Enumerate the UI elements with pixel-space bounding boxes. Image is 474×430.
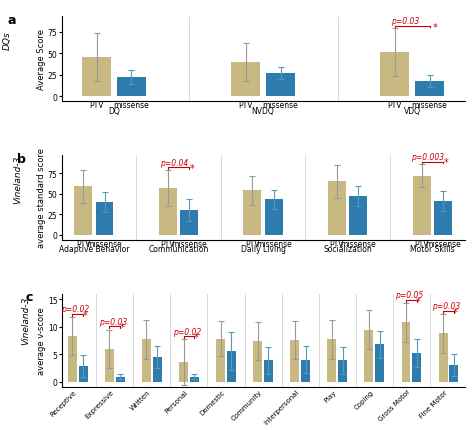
Text: p=0.02: p=0.02	[62, 304, 90, 313]
Text: PTV: PTV	[245, 240, 260, 249]
Bar	[253, 341, 262, 382]
Bar	[82, 58, 111, 97]
Text: Play: Play	[323, 388, 337, 403]
Bar	[117, 78, 146, 97]
Text: VDQ: VDQ	[404, 106, 420, 115]
Bar	[328, 340, 337, 382]
Bar	[159, 188, 177, 235]
Text: Adaptive Behavior: Adaptive Behavior	[59, 245, 129, 254]
Bar	[179, 362, 188, 382]
Bar	[68, 336, 77, 382]
Bar	[328, 182, 346, 235]
Bar	[415, 81, 444, 97]
Text: Expressive: Expressive	[84, 388, 115, 419]
Bar	[266, 74, 295, 97]
Text: Personal: Personal	[164, 388, 189, 414]
Text: DQ: DQ	[108, 106, 120, 115]
Bar	[413, 176, 430, 235]
Text: missense: missense	[171, 240, 207, 249]
Bar	[227, 351, 236, 382]
Text: Communication: Communication	[148, 245, 209, 254]
Text: p=0.02: p=0.02	[173, 327, 201, 336]
Bar	[244, 191, 261, 235]
Bar	[349, 197, 367, 235]
Bar	[216, 339, 225, 382]
Text: Socialization: Socialization	[323, 245, 372, 254]
Text: *: *	[453, 307, 458, 317]
Text: Domestic: Domestic	[199, 388, 226, 416]
Bar	[264, 360, 273, 382]
Bar	[116, 377, 125, 382]
Text: Written: Written	[129, 388, 152, 411]
Text: Vineland-3: Vineland-3	[21, 296, 30, 344]
Text: PTV: PTV	[330, 240, 344, 249]
Text: missense: missense	[256, 240, 292, 249]
Text: p=0.03: p=0.03	[432, 302, 460, 310]
Bar	[79, 366, 88, 382]
Bar	[338, 360, 347, 382]
Text: missense: missense	[412, 101, 447, 110]
Y-axis label: Average Score: Average Score	[37, 29, 46, 90]
Bar	[401, 322, 410, 382]
Bar	[380, 53, 409, 97]
Text: Vineland-3: Vineland-3	[13, 155, 22, 203]
Bar	[265, 200, 283, 235]
Text: p=0.003: p=0.003	[411, 153, 445, 162]
Text: Interpersonal: Interpersonal	[263, 388, 300, 425]
Text: Gross Motor: Gross Motor	[377, 388, 411, 422]
Text: PTV: PTV	[76, 240, 91, 249]
Bar	[153, 357, 162, 382]
Text: PTV: PTV	[238, 101, 253, 110]
Bar	[375, 344, 384, 382]
Text: PTV: PTV	[161, 240, 175, 249]
Text: Community: Community	[230, 388, 263, 421]
Bar	[301, 360, 310, 382]
Bar	[290, 340, 299, 382]
Bar	[105, 349, 114, 382]
Bar	[190, 377, 199, 382]
Text: p=0.03: p=0.03	[99, 317, 127, 326]
Text: p=0.04: p=0.04	[160, 159, 188, 168]
Bar	[365, 330, 374, 382]
Text: NVDQ: NVDQ	[252, 106, 274, 115]
Text: missense: missense	[340, 240, 376, 249]
Text: *: *	[416, 296, 421, 306]
Bar	[412, 353, 421, 382]
Text: c: c	[26, 290, 33, 304]
Text: b: b	[18, 152, 26, 165]
Text: *: *	[193, 332, 198, 342]
Bar	[180, 211, 198, 235]
Bar	[96, 203, 113, 235]
Text: Coping: Coping	[353, 388, 374, 410]
Text: missense: missense	[425, 240, 461, 249]
Bar	[142, 340, 151, 382]
Bar	[438, 334, 447, 382]
Text: Receptive: Receptive	[49, 388, 78, 417]
Text: *: *	[432, 22, 437, 32]
Y-axis label: average v-score: average v-score	[37, 307, 46, 375]
Text: a: a	[7, 14, 16, 27]
Text: p=0.05: p=0.05	[395, 291, 423, 300]
Text: *: *	[119, 322, 124, 332]
Bar	[74, 187, 92, 235]
Text: *: *	[82, 310, 87, 320]
Y-axis label: average standard score: average standard score	[37, 148, 46, 248]
Text: missense: missense	[263, 101, 299, 110]
Text: missense: missense	[87, 240, 122, 249]
Bar	[449, 365, 458, 382]
Bar	[231, 63, 260, 97]
Text: p=0.03: p=0.03	[391, 17, 419, 26]
Text: Daily Living: Daily Living	[241, 245, 285, 254]
Text: *: *	[190, 164, 195, 174]
Text: Fine Motor: Fine Motor	[418, 388, 448, 418]
Text: *: *	[444, 158, 449, 168]
Text: missense: missense	[114, 101, 149, 110]
Text: PTV: PTV	[387, 101, 402, 110]
Text: PTV: PTV	[414, 240, 429, 249]
Text: Motor Skills: Motor Skills	[410, 245, 455, 254]
Text: PTV: PTV	[89, 101, 104, 110]
Text: DQs: DQs	[3, 31, 12, 50]
Bar	[434, 202, 452, 235]
